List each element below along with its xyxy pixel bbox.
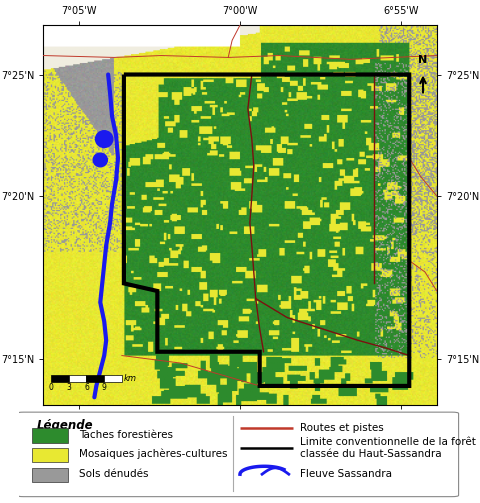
Bar: [51, 375, 69, 382]
FancyBboxPatch shape: [33, 468, 68, 482]
Circle shape: [93, 153, 108, 167]
Text: 6: 6: [84, 383, 89, 392]
FancyBboxPatch shape: [17, 412, 458, 496]
Circle shape: [96, 131, 113, 147]
Text: 9: 9: [102, 383, 107, 392]
Text: 3: 3: [66, 383, 71, 392]
Text: Limite conventionnelle de la forêt
classée du Haut-Sassandra: Limite conventionnelle de la forêt class…: [300, 437, 476, 459]
Text: Routes et pistes: Routes et pistes: [300, 423, 384, 433]
Text: km: km: [124, 374, 137, 383]
Text: Taches forestières: Taches forestières: [79, 430, 173, 440]
Text: 0: 0: [48, 383, 53, 392]
Bar: [86, 375, 104, 382]
FancyBboxPatch shape: [33, 429, 68, 443]
Bar: [104, 375, 122, 382]
Text: Fleuve Sassandra: Fleuve Sassandra: [300, 469, 392, 479]
Text: N: N: [419, 55, 428, 65]
Text: Légende: Légende: [37, 418, 94, 432]
Bar: [69, 375, 86, 382]
Text: Sols dénudés: Sols dénudés: [79, 469, 148, 479]
FancyBboxPatch shape: [33, 448, 68, 462]
Text: Mosaiques jachères-cultures: Mosaiques jachères-cultures: [79, 449, 228, 459]
